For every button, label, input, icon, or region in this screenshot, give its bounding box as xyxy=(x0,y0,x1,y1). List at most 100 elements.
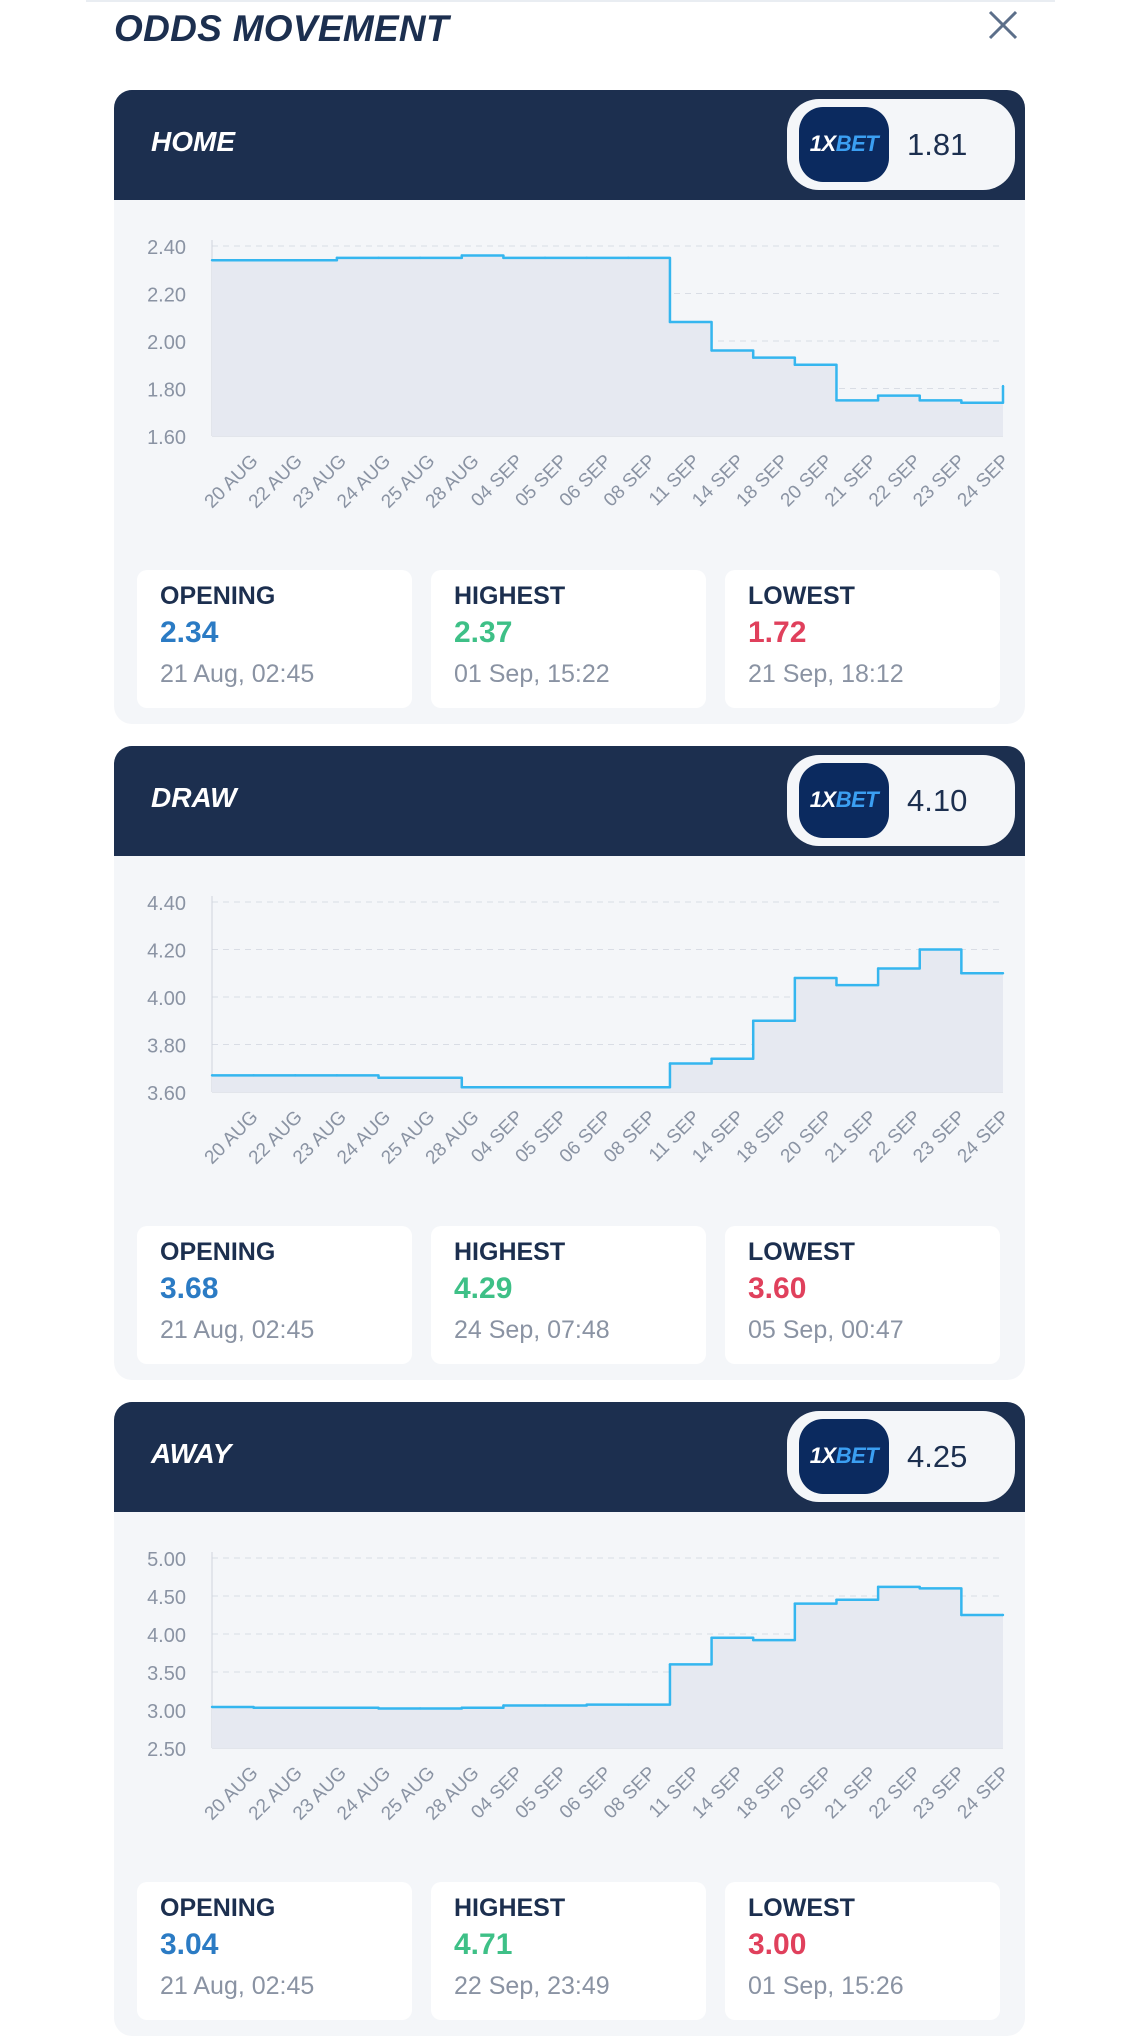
odds-point xyxy=(460,1706,463,1709)
stat-label: OPENING xyxy=(160,1238,276,1266)
page-title: ODDS MOVEMENT xyxy=(114,8,449,49)
card-title: HOME xyxy=(151,126,235,157)
odds-point xyxy=(252,1706,255,1709)
odds-point xyxy=(835,983,838,987)
odds-point xyxy=(918,399,921,402)
y-tick-label: 3.80 xyxy=(147,1036,186,1058)
stat-value: 2.37 xyxy=(454,616,513,649)
odds-point xyxy=(710,349,713,352)
y-tick-label: 1.60 xyxy=(147,427,186,449)
odds-point xyxy=(252,259,255,262)
stat-label: LOWEST xyxy=(748,582,855,610)
stats-row: OPENING 3.04 21 Aug, 02:45 HIGHEST 4.71 … xyxy=(137,1882,1002,2020)
y-tick-label: 2.40 xyxy=(147,237,186,259)
stat-lowest: LOWEST 1.72 21 Sep, 18:12 xyxy=(725,570,1000,708)
odds-point xyxy=(752,1019,755,1022)
stat-value: 4.71 xyxy=(454,1928,513,1961)
y-tick-label: 1.80 xyxy=(147,380,186,402)
odds-point xyxy=(210,259,214,262)
stat-label: OPENING xyxy=(160,1894,276,1922)
bookmaker-logo: 1XBET xyxy=(799,1419,889,1494)
odds-point xyxy=(294,1706,297,1709)
stat-label: HIGHEST xyxy=(454,1894,566,1922)
card-header: HOME 1XBET 1.81 xyxy=(114,90,1025,200)
y-tick-label: 3.60 xyxy=(147,1083,186,1105)
stat-highest: HIGHEST 4.71 22 Sep, 23:49 xyxy=(431,1882,706,2020)
bookmaker-odds-pill[interactable]: 1XBET 4.10 xyxy=(787,755,1015,846)
y-tick-label: 3.50 xyxy=(147,1663,186,1685)
odds-point xyxy=(960,972,963,975)
stat-value: 3.68 xyxy=(160,1272,219,1305)
y-tick-label: 4.40 xyxy=(147,893,186,915)
stat-time: 01 Sep, 15:26 xyxy=(748,1972,904,2000)
odds-point xyxy=(377,1076,380,1079)
bookmaker-logo: 1XBET xyxy=(799,763,889,838)
odds-point xyxy=(377,1707,380,1710)
odds-point xyxy=(543,256,547,260)
odds-point xyxy=(627,1703,630,1706)
odds-point xyxy=(418,256,422,260)
card-title: AWAY xyxy=(151,1438,232,1469)
bookmaker-odds-pill[interactable]: 1XBET 4.25 xyxy=(787,1411,1015,1502)
y-tick-label: 2.00 xyxy=(147,332,186,354)
odds-point xyxy=(960,401,963,404)
odds-point xyxy=(294,1074,297,1077)
odds-point xyxy=(876,394,880,397)
stat-time: 21 Aug, 02:45 xyxy=(160,660,315,688)
y-tick-label: 5.00 xyxy=(147,1549,186,1571)
current-odds: 4.25 xyxy=(907,1439,968,1474)
odds-point xyxy=(335,256,339,260)
odds-line xyxy=(212,254,1005,404)
card-title: DRAW xyxy=(151,782,237,813)
odds-point xyxy=(294,259,297,262)
stat-value: 2.34 xyxy=(160,616,219,649)
close-icon[interactable] xyxy=(986,8,1020,42)
odds-point xyxy=(210,1705,214,1709)
odds-point xyxy=(918,1587,921,1590)
stats-row: OPENING 2.34 21 Aug, 02:45 HIGHEST 2.37 … xyxy=(137,570,1002,708)
odds-card-draw: DRAW 1XBET 4.10 4.40 4.20 4.00 3.80 3.60 20 A… xyxy=(114,746,1025,1380)
y-tick-label: 2.50 xyxy=(147,1739,186,1761)
stat-label: LOWEST xyxy=(748,1238,855,1266)
odds-point xyxy=(710,1057,713,1060)
odds-area xyxy=(212,949,1003,1092)
stat-opening: OPENING 3.04 21 Aug, 02:45 xyxy=(137,1882,412,2020)
header: ODDS MOVEMENT xyxy=(114,0,1024,60)
stat-time: 05 Sep, 00:47 xyxy=(748,1316,904,1344)
y-tick-label: 4.20 xyxy=(147,941,186,963)
y-tick-label: 3.00 xyxy=(147,1701,186,1723)
odds-point xyxy=(585,1086,588,1089)
odds-point xyxy=(502,1086,505,1089)
odds-point xyxy=(1001,972,1005,975)
odds-point xyxy=(210,1074,214,1077)
odds-point xyxy=(377,256,380,260)
top-divider xyxy=(86,0,1055,2)
stat-label: OPENING xyxy=(160,582,276,610)
stat-opening: OPENING 2.34 21 Aug, 02:45 xyxy=(137,570,412,708)
odds-point xyxy=(543,1704,547,1707)
stat-highest: HIGHEST 4.29 24 Sep, 07:48 xyxy=(431,1226,706,1364)
stat-value: 3.60 xyxy=(748,1272,807,1305)
odds-point xyxy=(793,976,797,980)
odds-point xyxy=(335,1074,339,1077)
stat-label: HIGHEST xyxy=(454,582,566,610)
odds-point xyxy=(585,256,588,260)
stat-opening: OPENING 3.68 21 Aug, 02:45 xyxy=(137,1226,412,1364)
odds-point xyxy=(668,1663,672,1666)
odds-point xyxy=(252,1074,255,1077)
odds-point xyxy=(543,1086,547,1089)
odds-point xyxy=(627,256,630,260)
odds-point xyxy=(668,1062,672,1065)
stat-time: 24 Sep, 07:48 xyxy=(454,1316,610,1344)
bookmaker-odds-pill[interactable]: 1XBET 1.81 xyxy=(787,99,1015,190)
odds-point xyxy=(793,1602,797,1605)
odds-area xyxy=(212,1586,1003,1748)
odds-point xyxy=(585,1703,588,1706)
odds-point xyxy=(502,256,505,260)
odds-point xyxy=(335,1706,339,1709)
odds-point xyxy=(418,1707,422,1710)
current-odds: 4.10 xyxy=(907,783,968,818)
stat-value: 1.72 xyxy=(748,616,807,649)
odds-point xyxy=(835,399,838,402)
